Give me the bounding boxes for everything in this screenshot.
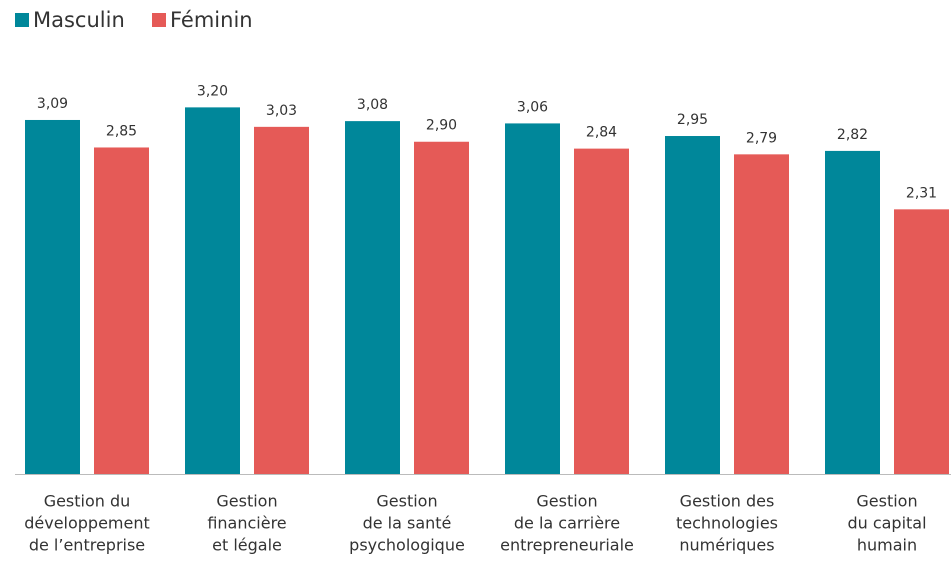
x-tick-label: entrepreneuriale [500, 536, 634, 555]
x-tick-label: Gestion du [44, 492, 131, 511]
value-label: 3,20 [197, 83, 228, 99]
value-label: 3,06 [517, 99, 548, 115]
bar [94, 147, 149, 474]
x-tick-label: humain [857, 536, 917, 555]
x-tick-label: financière [207, 514, 286, 533]
bar [345, 121, 400, 475]
value-label: 3,09 [37, 96, 68, 112]
bar [254, 126, 309, 474]
x-tick-label: technologies [676, 514, 778, 533]
bar [505, 123, 560, 474]
bar [894, 209, 949, 474]
x-tick-label: Gestion [376, 492, 437, 511]
bar [25, 119, 80, 474]
x-tick-label: développement [24, 514, 150, 533]
x-tick-label: de la santé [363, 514, 452, 533]
value-label: 2,95 [677, 112, 708, 128]
x-tick-label: et légale [212, 536, 282, 555]
value-label: 2,82 [837, 127, 868, 143]
bar [414, 141, 469, 474]
value-label: 2,90 [426, 118, 457, 134]
bar [574, 148, 629, 475]
x-tick-label: psychologique [349, 536, 465, 555]
bar [734, 154, 789, 475]
legend-label: Féminin [170, 8, 253, 32]
value-label: 2,79 [746, 130, 777, 146]
x-tick-label: de l’entreprise [29, 536, 145, 555]
value-label: 2,85 [106, 123, 137, 139]
x-tick-label: du capital [847, 514, 926, 533]
bar [185, 107, 240, 474]
x-tick-label: numériques [679, 536, 774, 555]
x-tick-label: de la carrière [514, 514, 620, 533]
bar [825, 150, 880, 474]
x-tick-label: Gestion [536, 492, 597, 511]
x-tick-label: Gestion [216, 492, 277, 511]
bar [665, 136, 720, 474]
legend-label: Masculin [33, 8, 125, 32]
x-tick-label: Gestion des [680, 492, 775, 511]
value-label: 3,03 [266, 103, 297, 119]
value-label: 2,84 [586, 125, 617, 141]
value-label: 3,08 [357, 97, 388, 113]
value-label: 2,31 [906, 185, 937, 201]
x-tick-label: Gestion [856, 492, 917, 511]
legend-swatch [15, 13, 29, 27]
legend-swatch [152, 13, 166, 27]
